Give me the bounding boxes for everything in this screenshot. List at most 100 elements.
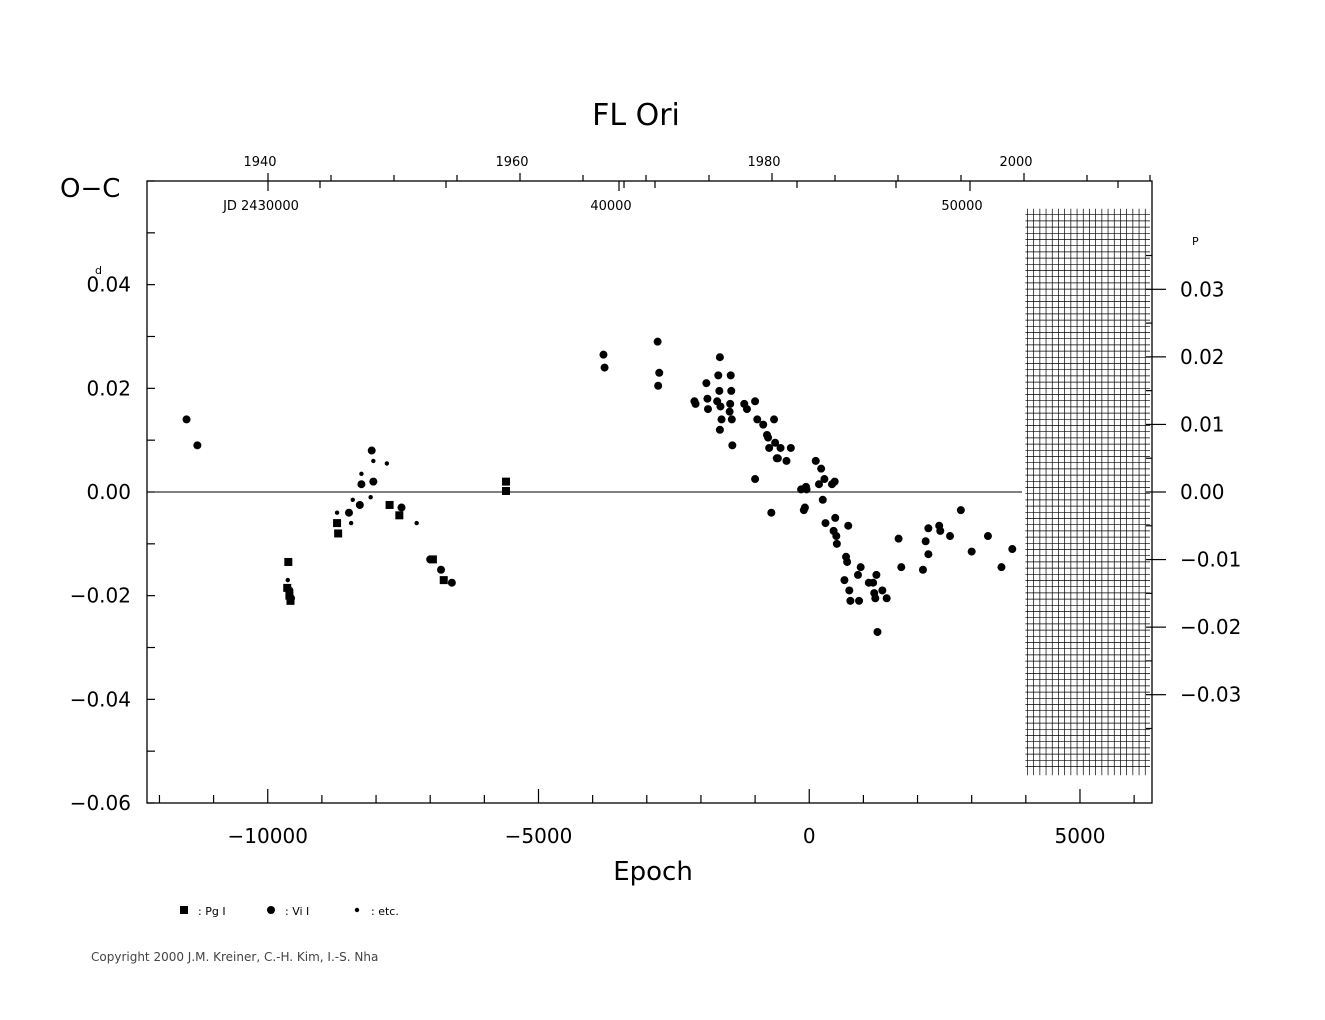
point-vi-i [369,477,378,486]
point-vi-i [727,415,736,424]
legend-label: : etc. [371,905,399,918]
point-vi-i [832,539,841,548]
point-vi-i [967,547,976,556]
point-vi-i [821,519,830,528]
point-vi-i [776,443,785,452]
point-vi-i [856,563,865,572]
point-vi-i [765,443,774,452]
y2-tick-label: 0.00 [1180,480,1225,504]
point-vi-i [844,521,853,530]
point-vi-i [894,534,903,543]
point-vi-i [437,565,446,574]
point-vi-i [918,565,927,574]
point-etc [350,497,355,502]
left-y-axis: 0.04 0.02 0.00 −0.02 −0.04 −0.06 [70,180,155,815]
y-tick-label: 0.04 [86,273,131,297]
point-pg-i [439,576,448,585]
y2-tick-label: −0.01 [1180,548,1241,572]
point-etc [371,458,376,464]
point-vi-i [759,420,768,429]
point-vi-i [703,405,712,414]
point-vi-i [782,456,791,465]
year-tick-label: 1980 [747,155,780,170]
point-vi-i [882,594,891,603]
point-vi-i [924,524,933,533]
point-vi-i [873,627,882,636]
point-vi-i [726,371,735,380]
point-vi-i [770,415,779,424]
point-vi-i [814,480,823,489]
point-vi-i [367,446,376,455]
point-vi-i [771,438,780,447]
point-vi-i [840,576,849,585]
point-vi-i [727,386,736,395]
point-vi-i [702,379,711,388]
point-vi-i [751,397,760,406]
point-pg-i [284,557,293,566]
point-pg-i [333,519,342,528]
point-etc [384,461,390,466]
y2-tick-label: 0.01 [1180,412,1225,436]
point-vi-i [654,381,663,390]
point-vi-i [817,464,826,473]
point-etc [359,471,364,477]
point-pg-i [395,511,404,520]
point-vi-i [845,586,854,595]
legend-label: : Vi I [285,905,309,918]
point-vi-i [997,563,1006,572]
point-vi-i [655,368,664,377]
point-vi-i [846,596,855,605]
y2-unit-superscript: P [1192,235,1199,248]
point-vi-i [653,337,662,346]
point-vi-i [599,350,608,359]
y-tick-label: 0.00 [86,480,131,504]
point-vi-i [869,578,878,587]
point-vi-i [830,477,839,486]
point-vi-i [600,363,609,372]
point-vi-i [764,433,773,442]
point-vi-i [344,508,353,517]
point-vi-i [983,532,992,541]
y-unit-superscript: d [95,264,102,277]
year-tick-label: 1960 [495,155,528,170]
point-vi-i [355,500,364,509]
x-axis-label: Epoch [613,857,693,887]
point-vi-i [703,394,712,403]
point-pg-i [334,529,343,538]
point-vi-i [717,415,726,424]
top-year-axis: 1940 1960 1980 2000 JD 2430000 40000 50000 [222,155,1151,214]
point-etc [334,510,340,515]
point-vi-i [767,508,776,517]
y-tick-label: 0.02 [86,376,131,400]
x-tick-label: −5000 [505,824,573,848]
copyright: Copyright 2000 J.M. Kreiner, C.-H. Kim, … [91,950,378,964]
y2-tick-label: 0.02 [1180,345,1225,369]
point-vi-i [773,454,782,463]
point-vi-i [818,495,827,504]
point-vi-i [897,563,906,572]
point-vi-i [714,371,723,380]
point-vi-i [820,475,829,484]
point-vi-i [715,386,724,395]
x-tick-label: 0 [803,824,816,848]
point-vi-i [800,503,809,512]
legend-label: : Pg I [198,905,226,918]
year-tick-label: 1940 [243,155,276,170]
legend-square-icon [180,906,188,914]
point-vi-i [691,399,700,408]
point-vi-i [843,557,852,566]
point-vi-i [811,456,820,465]
point-vi-i [921,537,930,546]
legend-circle-icon [267,906,275,914]
point-vi-i [872,570,881,579]
point-vi-i [447,578,456,587]
point-vi-i [786,443,795,452]
point-etc [285,577,290,583]
point-vi-i [1008,545,1017,554]
point-vi-i [193,441,202,450]
y-tick-label: −0.02 [70,584,131,608]
legend-small-circle-icon [354,907,360,913]
point-vi-i [715,353,724,362]
y-tick-label: −0.06 [70,791,131,815]
point-vi-i [397,503,406,512]
